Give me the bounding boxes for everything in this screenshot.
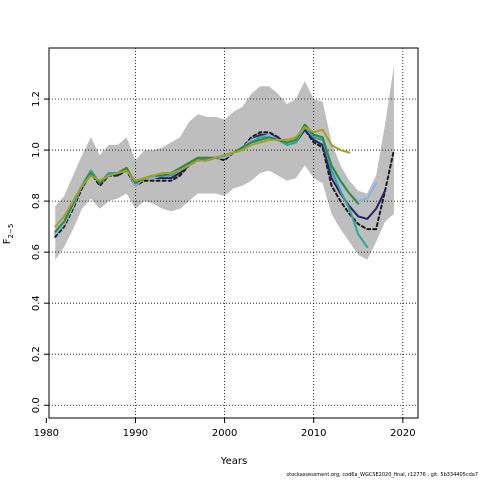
series-layer — [54, 123, 395, 249]
y-axis-title: F2−5 — [2, 224, 15, 245]
x-tick-label: 2010 — [301, 428, 326, 439]
x-tick-label: 1990 — [123, 428, 148, 439]
x-tick-label: 2020 — [390, 428, 415, 439]
x-axis: 1980 1990 2000 2010 2020 — [34, 418, 416, 439]
x-tick-label: 1980 — [34, 428, 59, 439]
y-tick-label: 0.2 — [31, 346, 42, 362]
y-tick-label: 0.8 — [31, 193, 42, 209]
y-tick-label: 0.0 — [31, 397, 42, 413]
y-tick-label: 0.6 — [31, 244, 42, 260]
y-tick-label: 1.2 — [31, 91, 42, 107]
y-tick-label: 0.4 — [31, 295, 42, 311]
y-axis-title-main: F — [2, 238, 13, 244]
y-axis-title-subscript: 2−5 — [7, 224, 15, 239]
series-line-6 — [54, 126, 351, 228]
footnote: stockassessment.org, cod6a_WGCSE2020_fin… — [287, 472, 478, 478]
plot-frame — [48, 47, 419, 419]
x-tick-label: 2000 — [212, 428, 237, 439]
y-tick-label: 1.0 — [31, 142, 42, 158]
y-axis: 0.0 0.2 0.4 0.6 0.8 1.0 1.2 — [31, 91, 49, 413]
x-axis-title: Years — [220, 456, 247, 467]
